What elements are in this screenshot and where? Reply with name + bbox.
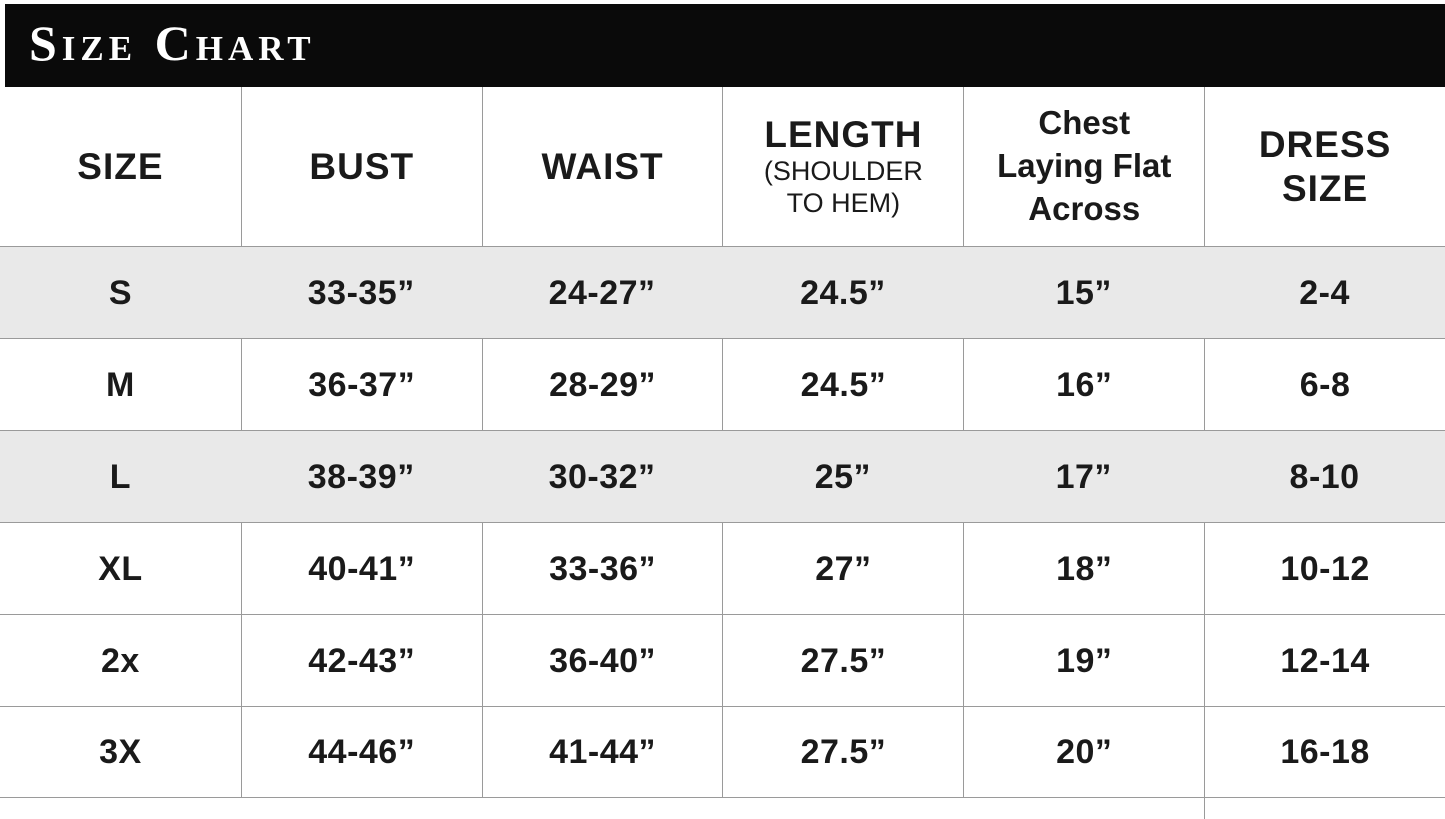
table-header-row: SIZE BUST WAIST LENGTH (SHOULDER TO HEM)… xyxy=(0,87,1445,246)
column-header-dress-size: DRESS SIZE xyxy=(1204,87,1445,246)
cell-dress-size: 10-12 xyxy=(1204,523,1445,614)
cell-waist: 41-44” xyxy=(481,707,723,797)
cell-bust: 36-37” xyxy=(240,339,482,430)
cell-chest: 19” xyxy=(963,615,1204,706)
column-header-waist: WAIST xyxy=(481,87,723,246)
table-row-2x: 2x 42-43” 36-40” 27.5” 19” 12-14 xyxy=(0,614,1445,706)
table-row-s: S 33-35” 24-27” 24.5” 15” 2-4 xyxy=(0,246,1445,338)
cell-dress-size: 12-14 xyxy=(1204,615,1445,706)
length-sub-label: (SHOULDER xyxy=(763,156,923,187)
cell-size: M xyxy=(106,365,135,404)
cell-waist: 33-36” xyxy=(481,523,723,614)
cell-bust: 38-39” xyxy=(307,457,415,496)
column-header-size: SIZE xyxy=(77,145,164,187)
table-row-l: L 38-39” 30-32” 25” 17” 8-10 xyxy=(0,430,1445,522)
cell-length: 27” xyxy=(722,523,963,614)
cell-length: 24.5” xyxy=(722,339,963,430)
cell-chest: 16” xyxy=(963,339,1204,430)
cell-length: 24.5” xyxy=(800,273,886,312)
cell-bust: 42-43” xyxy=(240,615,482,706)
length-sub-label: TO HEM) xyxy=(786,188,901,219)
cell-size: 2x xyxy=(101,641,140,680)
table-row-3x: 3X 44-46” 41-44” 27.5” 20” 16-18 xyxy=(0,706,1445,798)
cell-chest: 18” xyxy=(963,523,1204,614)
cell-bust: 33-35” xyxy=(307,273,415,312)
cell-chest: 15” xyxy=(1055,273,1112,312)
cell-size: XL xyxy=(98,549,143,588)
cell-length: 25” xyxy=(814,457,872,496)
table-row-m: M 36-37” 28-29” 24.5” 16” 6-8 xyxy=(0,338,1445,430)
cell-waist: 24-27” xyxy=(548,273,656,312)
cell-chest: 17” xyxy=(1055,457,1112,496)
cell-size: 3X xyxy=(99,733,142,771)
cell-bust: 40-41” xyxy=(240,523,482,614)
cell-waist: 36-40” xyxy=(481,615,723,706)
title-bar: Size Chart xyxy=(5,4,1445,87)
size-chart-table: SIZE BUST WAIST LENGTH (SHOULDER TO HEM)… xyxy=(0,87,1445,798)
column-header-length: LENGTH (SHOULDER TO HEM) xyxy=(722,87,963,246)
cell-dress-size: 6-8 xyxy=(1204,339,1445,430)
column-divider-extension xyxy=(1204,798,1206,819)
column-header-bust: BUST xyxy=(240,87,482,246)
cell-size: L xyxy=(109,457,132,496)
cell-dress-size: 2-4 xyxy=(1299,273,1350,312)
cell-size: S xyxy=(108,273,132,312)
column-header-chest: Chest Laying Flat Across xyxy=(963,87,1204,246)
cell-dress-size: 16-18 xyxy=(1204,707,1445,797)
cell-dress-size: 8-10 xyxy=(1289,457,1360,496)
cell-bust: 44-46” xyxy=(240,707,482,797)
cell-waist: 28-29” xyxy=(481,339,723,430)
cell-chest: 20” xyxy=(963,707,1204,797)
size-chart-title: Size Chart xyxy=(29,14,316,71)
cell-waist: 30-32” xyxy=(548,457,656,496)
cell-length: 27.5” xyxy=(722,707,963,797)
cell-length: 27.5” xyxy=(722,615,963,706)
table-row-xl: XL 40-41” 33-36” 27” 18” 10-12 xyxy=(0,522,1445,614)
